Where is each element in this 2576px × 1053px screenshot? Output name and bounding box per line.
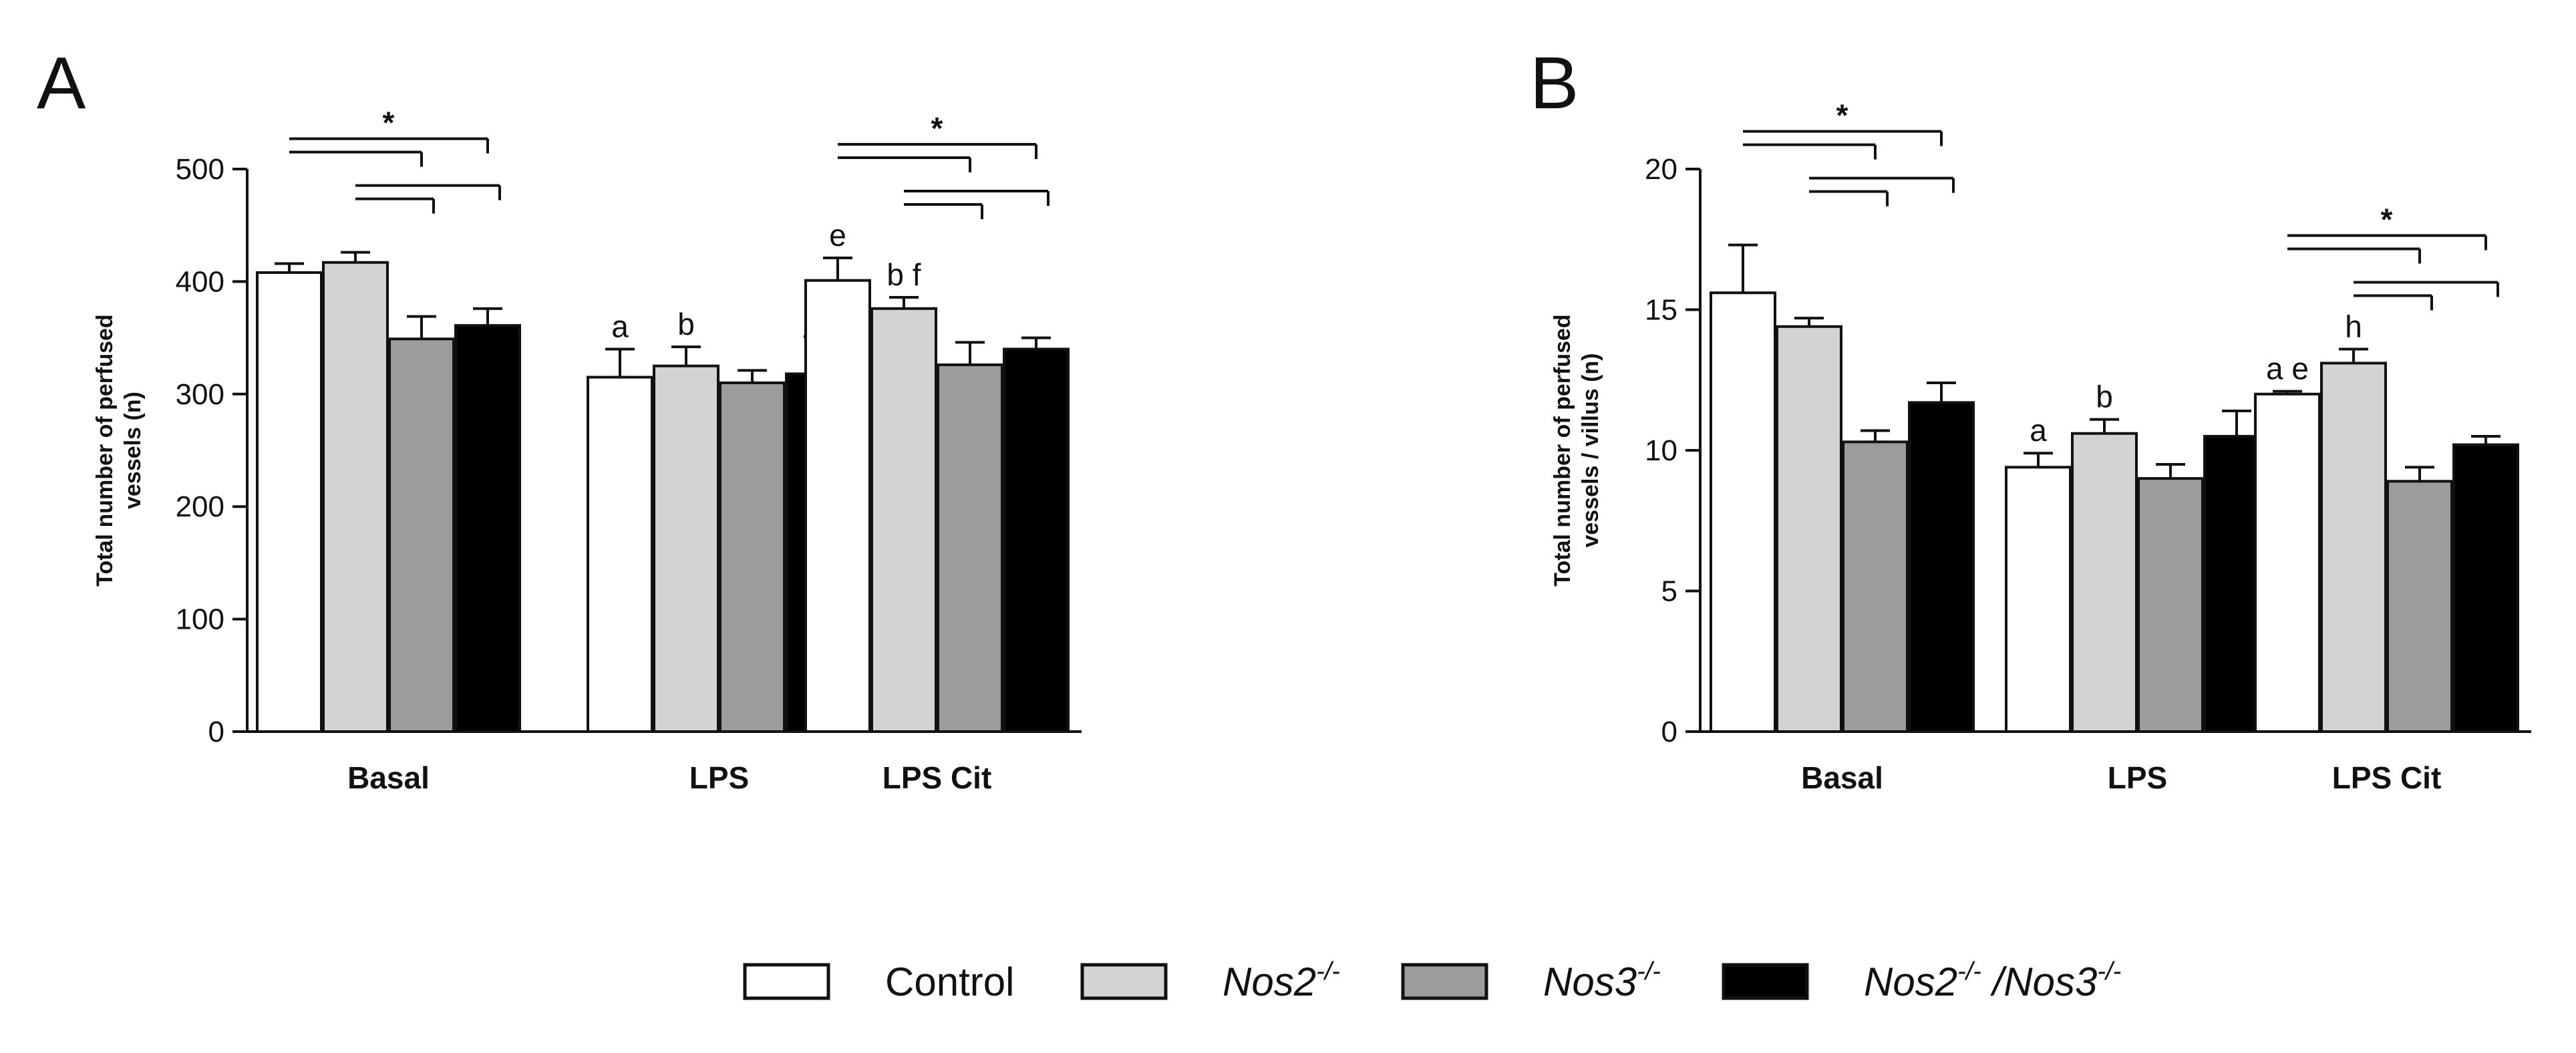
legend-label-base: Nos3 (1543, 959, 1637, 1004)
bar (1003, 347, 1070, 733)
legend-label: Control (885, 959, 1014, 1004)
bar (870, 307, 937, 734)
bar (2071, 432, 2138, 733)
x-category-label: Basal (1801, 760, 1883, 795)
y-axis-title-line: vessels (n) (120, 392, 146, 509)
panel-b-letter: B (1530, 42, 1579, 124)
bar (2452, 443, 2519, 734)
y-tick-label: 100 (176, 603, 224, 636)
legend: Control Nos2-/- Nos3-/- Nos2-/- /Nos3-/- (743, 957, 2121, 1004)
y-axis-title-line: Total number of perfused (92, 314, 118, 586)
bar (937, 363, 1003, 733)
legend-label-base: Nos2 (1864, 959, 1957, 1004)
y-tick-label: 400 (176, 265, 224, 298)
legend-swatch (1401, 963, 1488, 1000)
bar (2320, 361, 2387, 733)
legend-swatch (743, 963, 830, 1000)
significance-star: * (2381, 202, 2393, 237)
legend-label: Nos3-/- (1543, 957, 1661, 1004)
bar (1776, 325, 1842, 733)
y-axis-title: Total number of perfused vessels / villus… (1550, 314, 1603, 586)
bar (587, 375, 653, 733)
legend-label: Nos2-/- /Nos3-/- (1864, 957, 2121, 1004)
bar (1908, 401, 1975, 733)
panel-a: A 0 100 200 300 400 500 Total number of perfus… (37, 42, 1082, 795)
panel-a-letter: A (37, 42, 86, 124)
legend-label-superscript: -/- (2097, 957, 2121, 986)
significance-letter: b (2096, 380, 2113, 414)
legend-swatch (1080, 963, 1168, 1000)
bar (2137, 477, 2204, 733)
legend-label-base: /Nos3 (1981, 959, 2097, 1004)
y-axis-title-line: vessels / villus (n) (1578, 353, 1603, 547)
legend-label: Nos2-/- (1223, 957, 1340, 1004)
x-category-label: LPS (689, 760, 749, 795)
significance-letter: a (611, 309, 629, 343)
panel-b: B 0 5 10 15 20 Total number of perfused vessel… (1530, 42, 2531, 795)
y-tick-label: 0 (208, 716, 224, 748)
bar (2254, 392, 2321, 733)
legend-label-base: Control (885, 959, 1014, 1004)
significance-star: * (383, 106, 395, 140)
x-category-label: Basal (347, 760, 430, 795)
significance-letter: a (2030, 413, 2047, 448)
bar (322, 261, 389, 734)
x-category-label: LPS (2108, 760, 2167, 795)
y-tick-label: 300 (176, 378, 224, 411)
bar (2386, 480, 2453, 733)
bar (454, 324, 521, 733)
bar (1710, 291, 1776, 733)
legend-label-superscript: -/- (1637, 957, 1661, 986)
significance-letter: b f (887, 257, 921, 292)
y-tick-label: 5 (1661, 575, 1677, 608)
y-tick-label: 10 (1645, 434, 1677, 467)
significance-letter: b (677, 307, 695, 341)
y-tick-label: 500 (176, 153, 224, 186)
bar (1842, 440, 1909, 733)
bar (256, 271, 323, 734)
x-category-label: LPS Cit (882, 760, 992, 795)
y-axis-title: Total number of perfused vessels (n) (92, 314, 146, 586)
y-axis-title-line: Total number of perfused (1550, 314, 1575, 586)
bar (388, 337, 455, 733)
y-tick-label: 0 (1661, 716, 1677, 748)
legend-label-superscript: -/- (1957, 957, 1981, 986)
significance-star: * (1836, 98, 1848, 133)
legend-swatch (1722, 963, 1809, 1000)
bar (804, 279, 871, 733)
y-tick-label: 15 (1645, 294, 1677, 327)
bar (2005, 466, 2072, 733)
significance-star: * (931, 111, 943, 146)
y-tick-label: 200 (176, 490, 224, 523)
legend-label-superscript: -/- (1316, 957, 1340, 986)
significance-letter: e (829, 218, 846, 253)
x-category-label: LPS Cit (2332, 760, 2442, 795)
legend-label-base: Nos2 (1223, 959, 1316, 1004)
significance-letter: a e (2266, 351, 2309, 386)
bar (719, 381, 786, 733)
significance-letter: h (2345, 309, 2362, 343)
bar (653, 364, 719, 733)
y-tick-label: 20 (1645, 153, 1677, 186)
